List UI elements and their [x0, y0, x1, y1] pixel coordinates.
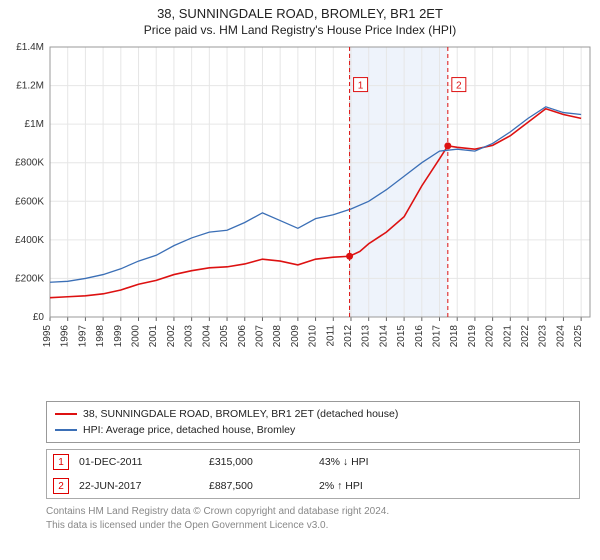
svg-text:2: 2 [456, 81, 462, 92]
svg-text:2024: 2024 [555, 325, 566, 348]
legend-label: HPI: Average price, detached house, Brom… [83, 424, 295, 436]
transaction-marker: 1 [53, 454, 69, 470]
footer-line-2: This data is licensed under the Open Gov… [46, 519, 580, 533]
svg-text:1999: 1999 [113, 325, 124, 348]
svg-text:£1.4M: £1.4M [16, 42, 44, 53]
svg-text:£400K: £400K [15, 235, 44, 246]
transaction-row: 1 01-DEC-2011£315,00043% ↓ HPI [47, 450, 579, 474]
svg-text:2014: 2014 [378, 325, 389, 348]
transaction-marker: 2 [53, 478, 69, 494]
svg-text:2011: 2011 [325, 325, 336, 347]
svg-text:2002: 2002 [166, 325, 177, 348]
svg-text:1995: 1995 [42, 325, 53, 348]
transaction-table: 1 01-DEC-2011£315,00043% ↓ HPI 2 22-JUN-201… [46, 449, 580, 499]
chart-subtitle: Price paid vs. HM Land Registry's House … [0, 23, 600, 37]
attribution-footer: Contains HM Land Registry data © Crown c… [46, 505, 580, 532]
svg-text:£200K: £200K [15, 273, 44, 284]
svg-text:£600K: £600K [15, 196, 44, 207]
legend-item: HPI: Average price, detached house, Brom… [55, 422, 571, 438]
svg-text:2005: 2005 [219, 325, 230, 348]
transaction-price: £887,500 [209, 480, 319, 492]
svg-text:2010: 2010 [308, 325, 319, 348]
svg-text:2008: 2008 [272, 325, 283, 348]
legend-label: 38, SUNNINGDALE ROAD, BROMLEY, BR1 2ET (… [83, 408, 398, 420]
transaction-row: 2 22-JUN-2017£887,5002% ↑ HPI [47, 474, 579, 498]
legend-swatch [55, 413, 77, 415]
legend-swatch [55, 429, 77, 431]
svg-text:1998: 1998 [95, 325, 106, 348]
transaction-date: 22-JUN-2017 [79, 480, 209, 492]
svg-text:2025: 2025 [573, 325, 584, 348]
svg-text:1996: 1996 [60, 325, 71, 348]
svg-text:2004: 2004 [201, 325, 212, 348]
transaction-date: 01-DEC-2011 [79, 456, 209, 468]
svg-text:2015: 2015 [396, 325, 407, 348]
svg-text:2021: 2021 [502, 325, 513, 348]
svg-text:£800K: £800K [15, 158, 44, 169]
svg-text:2018: 2018 [449, 325, 460, 348]
svg-text:£0: £0 [33, 312, 45, 323]
svg-text:2019: 2019 [467, 325, 478, 348]
svg-text:2013: 2013 [361, 325, 372, 348]
svg-text:2009: 2009 [290, 325, 301, 348]
transaction-delta: 43% ↓ HPI [319, 456, 429, 468]
chart-title-address: 38, SUNNINGDALE ROAD, BROMLEY, BR1 2ET [0, 6, 600, 21]
legend: 38, SUNNINGDALE ROAD, BROMLEY, BR1 2ET (… [46, 401, 580, 443]
svg-text:2022: 2022 [520, 325, 531, 348]
legend-item: 38, SUNNINGDALE ROAD, BROMLEY, BR1 2ET (… [55, 406, 571, 422]
svg-text:2000: 2000 [131, 325, 142, 348]
svg-text:2023: 2023 [538, 325, 549, 348]
svg-text:2003: 2003 [184, 325, 195, 348]
svg-text:1: 1 [358, 81, 364, 92]
svg-text:2012: 2012 [343, 325, 354, 348]
svg-text:£1.2M: £1.2M [16, 81, 44, 92]
footer-line-1: Contains HM Land Registry data © Crown c… [46, 505, 580, 519]
svg-text:2016: 2016 [414, 325, 425, 348]
svg-text:2001: 2001 [148, 325, 159, 348]
svg-text:2020: 2020 [485, 325, 496, 348]
price-chart: £0 £200K £400K £600K £800K £1M £1.2M £1.4M 1995 1… [0, 37, 600, 397]
svg-text:2017: 2017 [432, 325, 443, 348]
svg-text:£1M: £1M [25, 119, 44, 130]
transaction-price: £315,000 [209, 456, 319, 468]
svg-text:2006: 2006 [237, 325, 248, 348]
chart-container: 38, SUNNINGDALE ROAD, BROMLEY, BR1 2ET P… [0, 0, 600, 532]
svg-text:1997: 1997 [77, 325, 88, 348]
transaction-delta: 2% ↑ HPI [319, 480, 429, 492]
svg-text:2007: 2007 [254, 325, 265, 348]
